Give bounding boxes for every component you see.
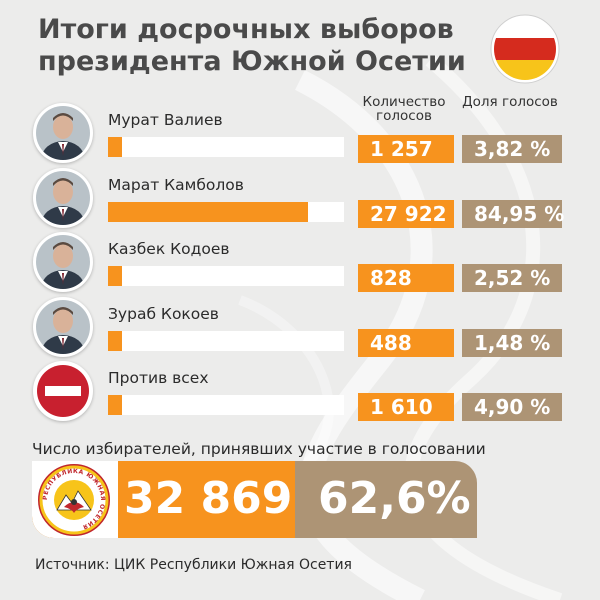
bar-fill xyxy=(108,137,122,157)
bar-fill xyxy=(108,330,122,351)
bar-track xyxy=(108,266,344,286)
share-value: 4,90 % xyxy=(462,393,562,421)
page-title: Итоги досрочных выборов президента Южной… xyxy=(38,14,466,77)
candidate-name: Против всех xyxy=(108,369,209,387)
share-value: 1,48 % xyxy=(462,328,562,357)
bar-fill xyxy=(108,201,308,222)
share-column-header: Доля голосов xyxy=(462,94,558,110)
bar-track xyxy=(108,137,344,157)
share-value: 3,82 % xyxy=(462,135,562,163)
share-value: 84,95 % xyxy=(462,199,564,228)
votes-value: 828 xyxy=(358,264,454,292)
candidate-row: Зураб Кокоев 488 1,48 % xyxy=(0,296,600,359)
bar-track xyxy=(108,330,344,351)
candidate-name: Казбек Кодоев xyxy=(108,240,230,258)
source-note: Источник: ЦИК Республики Южная Осетия xyxy=(35,557,352,573)
candidate-photo-icon xyxy=(33,103,93,163)
turnout-percent: 62,6% xyxy=(318,473,471,524)
candidate-photo-icon xyxy=(33,232,93,292)
candidate-row: Мурат Валиев 1 257 3,82 % xyxy=(0,103,600,165)
candidate-name: Мурат Валиев xyxy=(108,111,223,129)
no-entry-icon xyxy=(33,361,93,421)
bar-fill xyxy=(108,395,122,415)
south-ossetia-flag-icon xyxy=(490,14,560,84)
votes-value: 488 xyxy=(358,328,454,357)
candidate-row: Марат Камболов 27 922 84,95 % xyxy=(0,167,600,230)
candidate-row: Казбек Кодоев 828 2,52 % xyxy=(0,232,600,294)
candidate-name: Зураб Кокоев xyxy=(108,304,219,323)
bar-track xyxy=(108,201,344,222)
votes-value: 27 922 xyxy=(358,199,454,228)
emblem-block: РЕСПУБЛИКА ЮЖНАЯ ОСЕТИЯ xyxy=(32,461,118,538)
turnout-label: Число избирателей, принявших участие в г… xyxy=(32,440,486,458)
candidate-photo-icon xyxy=(33,296,93,357)
bar-track xyxy=(108,395,344,415)
votes-value: 1 257 xyxy=(358,135,454,163)
candidate-row: Против всех 1 610 4,90 % xyxy=(0,361,600,423)
votes-value: 1 610 xyxy=(358,393,454,421)
turnout-panel: РЕСПУБЛИКА ЮЖНАЯ ОСЕТИЯ 32 869 62,6% xyxy=(32,461,477,538)
votes-column-header: Количество голосов xyxy=(362,94,446,124)
bar-fill xyxy=(108,266,122,286)
candidate-name: Марат Камболов xyxy=(108,175,244,194)
turnout-voters-count: 32 869 xyxy=(124,473,293,524)
emblem-icon: РЕСПУБЛИКА ЮЖНАЯ ОСЕТИЯ xyxy=(38,464,110,536)
share-value: 2,52 % xyxy=(462,264,562,292)
candidate-photo-icon xyxy=(33,167,93,228)
